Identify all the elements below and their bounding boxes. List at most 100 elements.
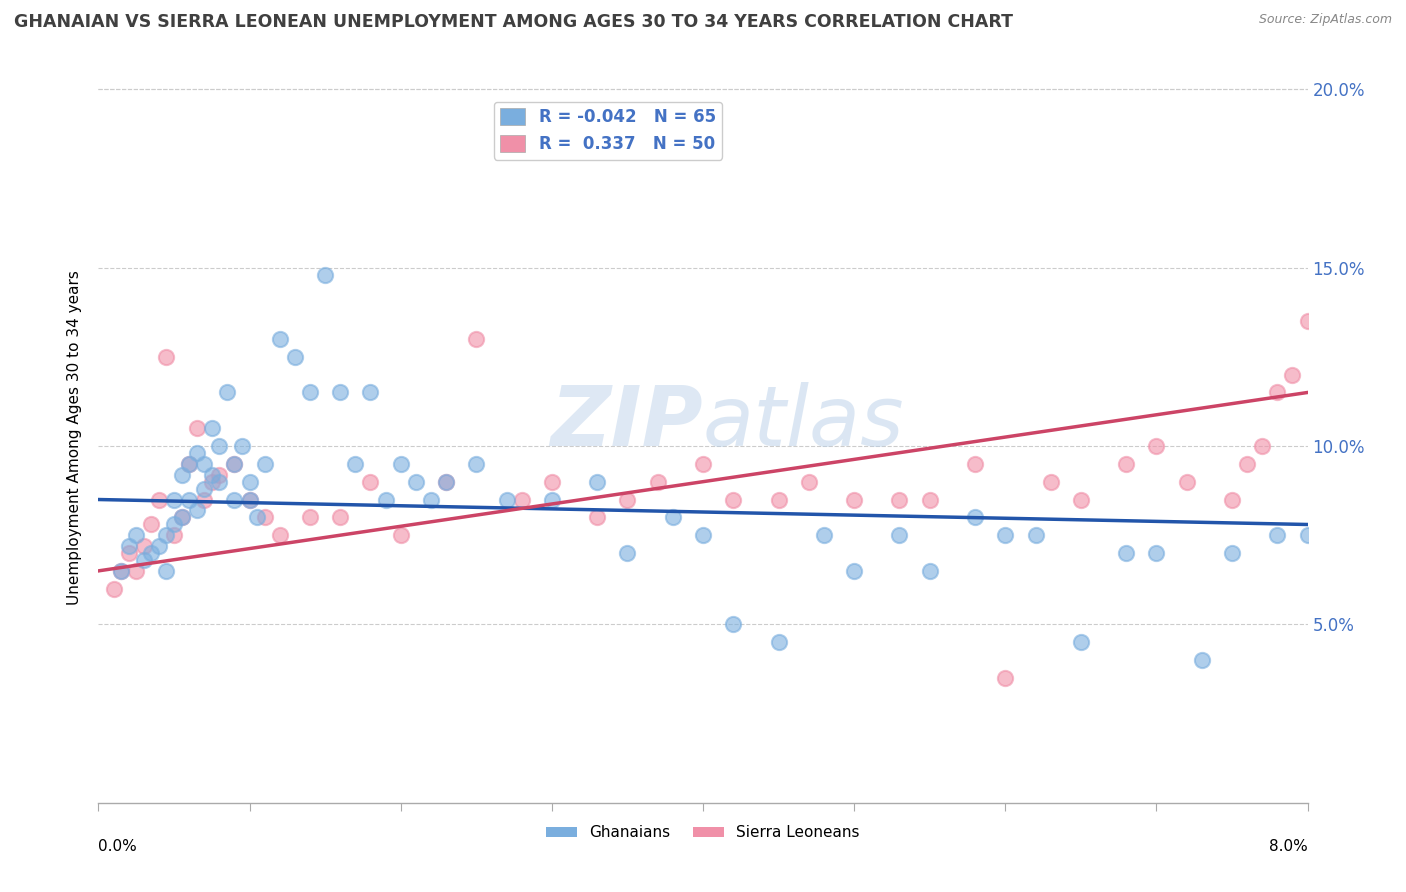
Point (1115, 546, 1137, 560)
Point (360, 385, 382, 400)
Text: 8.0%: 8.0% (1268, 839, 1308, 855)
Point (193, 482, 215, 496)
Point (1220, 492, 1243, 507)
Point (132, 539, 155, 553)
Point (1070, 492, 1092, 507)
Legend: Ghanaians, Sierra Leoneans: Ghanaians, Sierra Leoneans (540, 819, 866, 847)
Point (253, 457, 276, 471)
Text: ZIP: ZIP (550, 382, 703, 463)
Point (844, 564, 866, 578)
Point (179, 492, 201, 507)
Point (231, 439, 253, 453)
Point (1115, 457, 1137, 471)
Point (389, 457, 412, 471)
Point (540, 492, 562, 507)
Point (208, 475, 231, 489)
Point (224, 457, 246, 471)
Point (179, 457, 201, 471)
Point (465, 457, 488, 471)
Point (1146, 546, 1168, 560)
Point (1039, 475, 1062, 489)
Point (193, 492, 215, 507)
Point (239, 492, 262, 507)
Point (994, 671, 1017, 685)
Point (723, 492, 745, 507)
Point (510, 492, 533, 507)
Point (918, 492, 941, 507)
Point (768, 492, 790, 507)
Point (797, 475, 820, 489)
Point (155, 350, 177, 364)
Point (965, 457, 987, 471)
Point (224, 457, 246, 471)
Point (239, 492, 262, 507)
Point (994, 528, 1017, 542)
Point (1146, 439, 1168, 453)
Point (586, 510, 609, 524)
Point (434, 475, 457, 489)
Point (329, 385, 352, 400)
Point (813, 528, 835, 542)
Point (163, 517, 186, 532)
Point (269, 528, 291, 542)
Text: Source: ZipAtlas.com: Source: ZipAtlas.com (1258, 13, 1392, 27)
Text: atlas: atlas (703, 382, 904, 463)
Point (1236, 457, 1258, 471)
Point (246, 510, 269, 524)
Point (141, 517, 163, 532)
Point (723, 617, 745, 632)
Point (1267, 385, 1289, 400)
Point (495, 492, 517, 507)
Point (1175, 475, 1198, 489)
Point (215, 385, 238, 400)
Y-axis label: Unemployment Among Ages 30 to 34 years: Unemployment Among Ages 30 to 34 years (66, 269, 82, 605)
Point (389, 528, 412, 542)
Point (434, 475, 457, 489)
Point (170, 467, 193, 482)
Point (163, 528, 186, 542)
Point (420, 492, 443, 507)
Point (299, 385, 322, 400)
Point (692, 457, 714, 471)
Text: 0.0%: 0.0% (98, 839, 138, 855)
Point (329, 510, 352, 524)
Point (118, 546, 141, 560)
Point (141, 546, 163, 560)
Point (170, 510, 193, 524)
Point (1296, 314, 1319, 328)
Point (284, 350, 307, 364)
Point (360, 475, 382, 489)
Point (1267, 528, 1289, 542)
Point (148, 539, 170, 553)
Point (1281, 368, 1303, 382)
Point (269, 332, 291, 346)
Point (344, 457, 367, 471)
Point (1220, 546, 1243, 560)
Point (132, 553, 155, 567)
Point (616, 546, 638, 560)
Point (1191, 653, 1213, 667)
Point (163, 492, 186, 507)
Point (314, 268, 336, 282)
Point (186, 446, 208, 460)
Point (208, 467, 231, 482)
Point (692, 528, 714, 542)
Point (125, 528, 148, 542)
Point (208, 439, 231, 453)
Point (125, 564, 148, 578)
Point (299, 510, 322, 524)
Point (889, 492, 911, 507)
Point (186, 421, 208, 435)
Point (405, 475, 427, 489)
Point (1024, 528, 1046, 542)
Point (224, 492, 246, 507)
Point (186, 503, 208, 517)
Point (155, 528, 177, 542)
Text: GHANAIAN VS SIERRA LEONEAN UNEMPLOYMENT AMONG AGES 30 TO 34 YEARS CORRELATION CH: GHANAIAN VS SIERRA LEONEAN UNEMPLOYMENT … (14, 13, 1014, 31)
Point (374, 492, 396, 507)
Point (647, 475, 669, 489)
Point (661, 510, 683, 524)
Point (586, 475, 609, 489)
Point (110, 564, 132, 578)
Point (965, 510, 987, 524)
